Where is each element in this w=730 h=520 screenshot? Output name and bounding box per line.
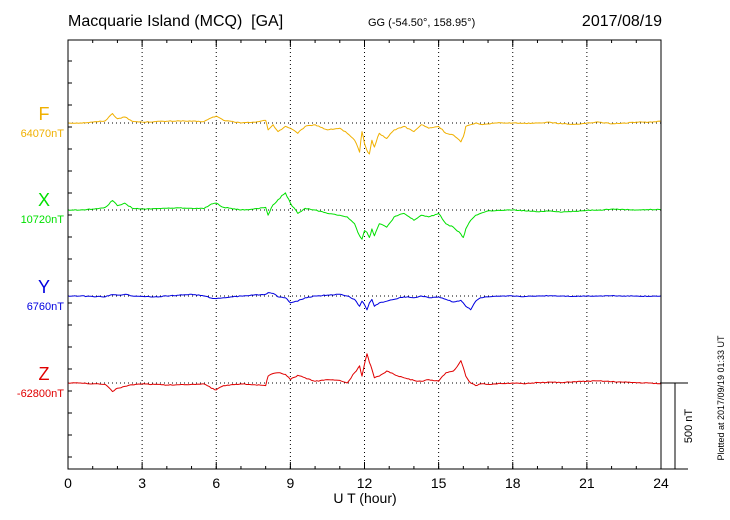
series-name-x: X [38, 190, 50, 210]
series-baseline-x: 10720nT [21, 214, 65, 226]
series-baseline-z: -62800nT [17, 388, 64, 400]
x-tick-label: 24 [653, 475, 669, 491]
series-labels: F 64070nT X 10720nT Y 6760nT Z -62800nT [17, 104, 64, 400]
series-line-y [67, 292, 662, 311]
x-tick-label: 9 [286, 475, 294, 491]
x-axis: 0 3 6 9 12 15 18 21 24 [64, 40, 669, 491]
x-tick-label: 18 [505, 475, 521, 491]
x-tick-label: 0 [64, 475, 72, 491]
plotted-timestamp: Plotted at 2017/09/19 01:33 UT [716, 335, 726, 461]
series-name-f: F [39, 104, 50, 124]
x-tick-label: 6 [212, 475, 220, 491]
scale-bar: 500 nT [661, 382, 695, 470]
series-line-x [67, 192, 661, 240]
chart-date: 2017/08/19 [582, 13, 662, 30]
scale-bar-label: 500 nT [683, 409, 695, 444]
x-tick-label: 15 [431, 475, 447, 491]
series-baseline-y: 6760nT [27, 301, 65, 313]
station-coordinates: GG (-54.50°, 158.95°) [368, 17, 475, 29]
series-lines [67, 113, 662, 393]
series-baseline-f: 64070nT [21, 128, 65, 140]
series-line-z [67, 353, 662, 393]
x-tick-label: 3 [138, 475, 146, 491]
grid [68, 40, 661, 469]
x-tick-label: 12 [357, 475, 373, 491]
x-axis-label: U T (hour) [333, 490, 396, 506]
chart-title: Macquarie Island (MCQ) [GA] [68, 13, 283, 30]
series-name-z: Z [39, 364, 50, 384]
series-line-f [67, 113, 662, 155]
x-tick-label: 21 [579, 475, 595, 491]
series-name-y: Y [38, 277, 50, 297]
